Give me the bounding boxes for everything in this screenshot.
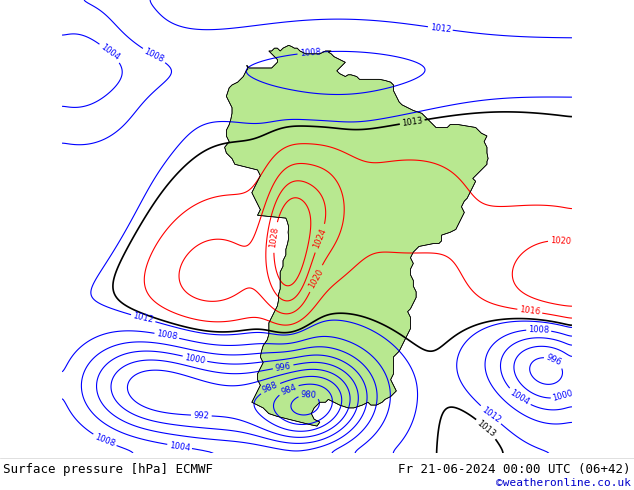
Text: 1013: 1013 [476,418,497,439]
Text: 1008: 1008 [299,48,321,58]
Text: 1004: 1004 [99,43,121,62]
Text: 996: 996 [275,361,292,372]
Text: 1020: 1020 [307,267,325,290]
Text: 1000: 1000 [184,353,206,365]
Text: 1004: 1004 [169,441,191,452]
Text: 1020: 1020 [550,236,571,246]
Text: Fr 21-06-2024 00:00 UTC (06+42): Fr 21-06-2024 00:00 UTC (06+42) [398,463,631,476]
Text: 1000: 1000 [552,389,574,403]
Text: 984: 984 [280,382,297,396]
Text: 1008: 1008 [93,432,116,448]
Text: 996: 996 [545,353,563,368]
Text: Surface pressure [hPa] ECMWF: Surface pressure [hPa] ECMWF [3,463,213,476]
Text: 1004: 1004 [508,388,531,407]
Text: 980: 980 [301,390,317,400]
Text: 1012: 1012 [132,312,155,325]
Polygon shape [224,46,488,426]
Text: 1013: 1013 [401,116,424,128]
Text: 1016: 1016 [519,305,541,317]
Text: 1012: 1012 [429,23,451,34]
Text: 1008: 1008 [143,47,165,64]
Text: 1008: 1008 [528,325,550,335]
Text: 988: 988 [261,381,280,395]
Text: ©weatheronline.co.uk: ©weatheronline.co.uk [496,478,631,488]
Text: 1008: 1008 [156,329,178,342]
Text: 992: 992 [193,411,209,420]
Text: 1028: 1028 [269,226,280,248]
Text: 1024: 1024 [312,227,328,250]
Text: 1012: 1012 [480,405,502,425]
